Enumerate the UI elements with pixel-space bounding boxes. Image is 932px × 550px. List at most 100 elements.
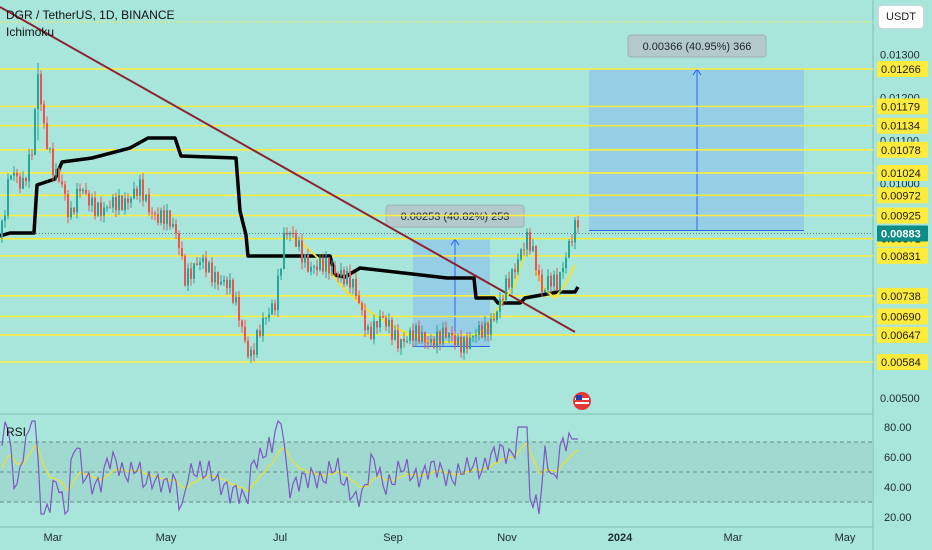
candle-body xyxy=(361,303,363,311)
price-axis-label: 0.01000 xyxy=(880,178,920,190)
candle-body xyxy=(544,290,546,293)
time-axis-label: Mar xyxy=(44,532,63,544)
candle-body xyxy=(283,232,285,269)
candle-body xyxy=(169,210,171,227)
candle-body xyxy=(541,274,543,293)
candle-body xyxy=(193,263,195,280)
level-tag-bg xyxy=(877,308,928,325)
level-tag: 0.00690 xyxy=(881,311,921,323)
candle-body xyxy=(163,210,165,224)
candle-body xyxy=(451,332,453,336)
candle-body xyxy=(109,207,111,209)
candle-body xyxy=(253,350,255,355)
candle-body xyxy=(22,178,24,189)
candle-body xyxy=(256,330,258,355)
candle-body xyxy=(385,317,387,327)
candle-body xyxy=(43,104,45,124)
candle-body xyxy=(88,193,90,206)
level-tag-bg xyxy=(877,141,928,158)
candle-body xyxy=(268,314,270,318)
candle-body xyxy=(241,320,243,327)
time-axis-label: Nov xyxy=(497,532,517,544)
candle-body xyxy=(313,266,315,268)
level-tag-bg xyxy=(877,247,928,264)
measure-label: 0.00253 (40.82%) 253 xyxy=(401,211,510,223)
rsi-label[interactable]: RSI xyxy=(6,425,27,439)
candle-body xyxy=(55,168,57,176)
trendline xyxy=(0,6,576,333)
candle-body xyxy=(31,154,33,156)
candle-body xyxy=(514,269,516,273)
candle-body xyxy=(415,325,417,341)
candle-body xyxy=(85,189,87,194)
level-tag: 0.01266 xyxy=(881,64,921,76)
candle-body xyxy=(190,268,192,280)
candle-body xyxy=(511,269,513,288)
candle-body xyxy=(547,275,549,291)
candle-body xyxy=(355,278,357,296)
candle-body xyxy=(277,275,279,311)
level-tag-bg xyxy=(877,287,928,304)
candle-body xyxy=(400,338,402,349)
candle-body xyxy=(139,179,141,196)
candle-body xyxy=(1,220,3,237)
candle-body xyxy=(529,231,531,251)
candle-body xyxy=(229,279,231,289)
candle-body xyxy=(550,275,552,287)
level-tag-bg xyxy=(877,61,928,77)
candle-body xyxy=(211,262,213,283)
candle-body xyxy=(343,269,345,285)
candle-body xyxy=(358,295,360,304)
event-flag-canton xyxy=(576,395,582,400)
candle-body xyxy=(556,274,558,291)
candle-body xyxy=(82,189,84,192)
candle-body xyxy=(298,240,300,247)
candle-body xyxy=(571,241,573,243)
candle-body xyxy=(340,269,342,277)
candle-body xyxy=(517,259,519,273)
candle-body xyxy=(397,330,399,349)
candle-body xyxy=(274,303,276,311)
candle-body xyxy=(346,270,348,285)
candle-body xyxy=(577,220,579,228)
level-tag-bg xyxy=(877,326,928,343)
candle-body xyxy=(562,268,564,273)
rsi-axis-label: 60.00 xyxy=(884,452,912,464)
candle-body xyxy=(175,224,177,234)
candle-body xyxy=(118,195,120,211)
candle-body xyxy=(469,337,471,349)
candle-body xyxy=(565,257,567,269)
candle-body xyxy=(145,194,147,201)
candle-body xyxy=(103,207,105,216)
candle-body xyxy=(244,326,246,341)
candle-body xyxy=(334,266,336,274)
candle-body xyxy=(430,338,432,343)
candle-body xyxy=(130,198,132,203)
currency-button[interactable]: USDT xyxy=(878,5,924,29)
candle-body xyxy=(181,248,183,257)
time-axis-label: Sep xyxy=(383,532,403,544)
candle-body xyxy=(496,311,498,321)
candle-body xyxy=(70,207,72,218)
candle-body xyxy=(427,342,429,344)
price-axis-label: 0.00500 xyxy=(880,393,920,405)
candle-body xyxy=(112,197,114,208)
indicator-label[interactable]: Ichimoku xyxy=(6,25,55,39)
candle-body xyxy=(25,178,27,182)
candle-body xyxy=(178,233,180,249)
candle-body xyxy=(406,340,408,342)
candle-body xyxy=(208,262,210,273)
candle-body xyxy=(160,210,162,223)
candle-body xyxy=(439,331,441,344)
time-axis-label: Jul xyxy=(273,532,287,544)
candle-body xyxy=(352,278,354,288)
level-tag: 0.01134 xyxy=(881,121,920,133)
candle-body xyxy=(574,220,576,243)
candle-body xyxy=(532,246,534,251)
level-tag-bg xyxy=(877,98,928,115)
level-tag: 0.00738 xyxy=(881,291,921,303)
candle-body xyxy=(58,168,60,182)
candle-body xyxy=(247,340,249,357)
candle-body xyxy=(370,326,372,340)
